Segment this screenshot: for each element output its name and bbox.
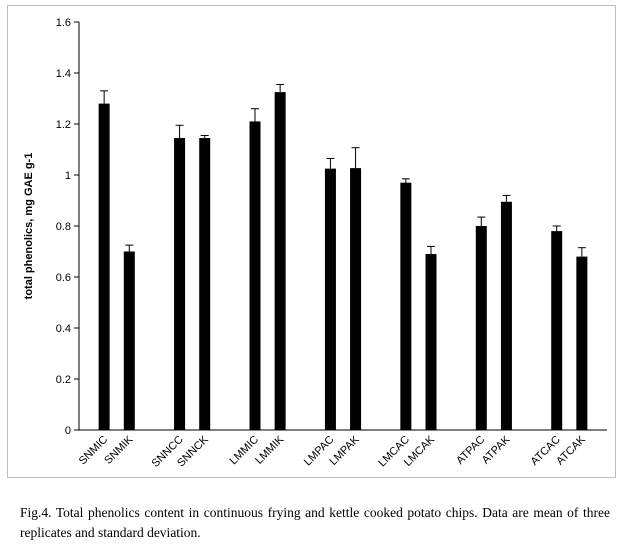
bar-lmmik: [274, 92, 286, 430]
y-tick-label: 1.4: [56, 68, 71, 80]
bar-atcac: [551, 231, 563, 430]
x-tick-label-atpak: ATPAK: [480, 433, 513, 466]
bar-atpak: [500, 201, 512, 430]
bar-atpac: [475, 226, 487, 430]
y-tick-label: 1.6: [56, 17, 71, 29]
bar-lmcak: [425, 254, 437, 430]
y-tick-label: 0.6: [56, 272, 71, 284]
chart-frame: 0 0.2 0.4 0.6 0.8 1 1.2 1.4 1.6 total phenolics, …: [7, 5, 616, 478]
x-tick-label-snmik: SNMIK: [102, 433, 136, 467]
bar-snmic: [98, 103, 110, 430]
y-axis-label: total phenolics, mg GAE g-1: [23, 153, 35, 300]
bar-snnck: [199, 138, 211, 430]
bar-atcak: [576, 256, 588, 430]
bar-lmmic: [249, 121, 261, 430]
bar-chart: 0 0.2 0.4 0.6 0.8 1 1.2 1.4 1.6 total phenolics, …: [23, 17, 607, 470]
y-tick-label: 0.2: [56, 374, 71, 386]
y-tick-label: 0: [65, 425, 71, 437]
figure-caption: Fig.4. Total phenolics content in contin…: [20, 505, 610, 540]
bar-lmpac: [324, 168, 336, 430]
y-tick-label: 1: [65, 170, 71, 182]
x-tick-label-lmmik: LMMIK: [253, 433, 287, 467]
x-tick-label-atcak: ATCAK: [554, 433, 588, 467]
bar-snmik: [123, 251, 135, 430]
bar-lmcac: [400, 182, 412, 430]
y-tick-label: 0.8: [56, 221, 71, 233]
bar-lmpak: [350, 168, 362, 431]
y-tick-label: 0.4: [56, 323, 71, 335]
bar-snncc: [174, 138, 186, 430]
y-tick-label: 1.2: [56, 119, 71, 131]
